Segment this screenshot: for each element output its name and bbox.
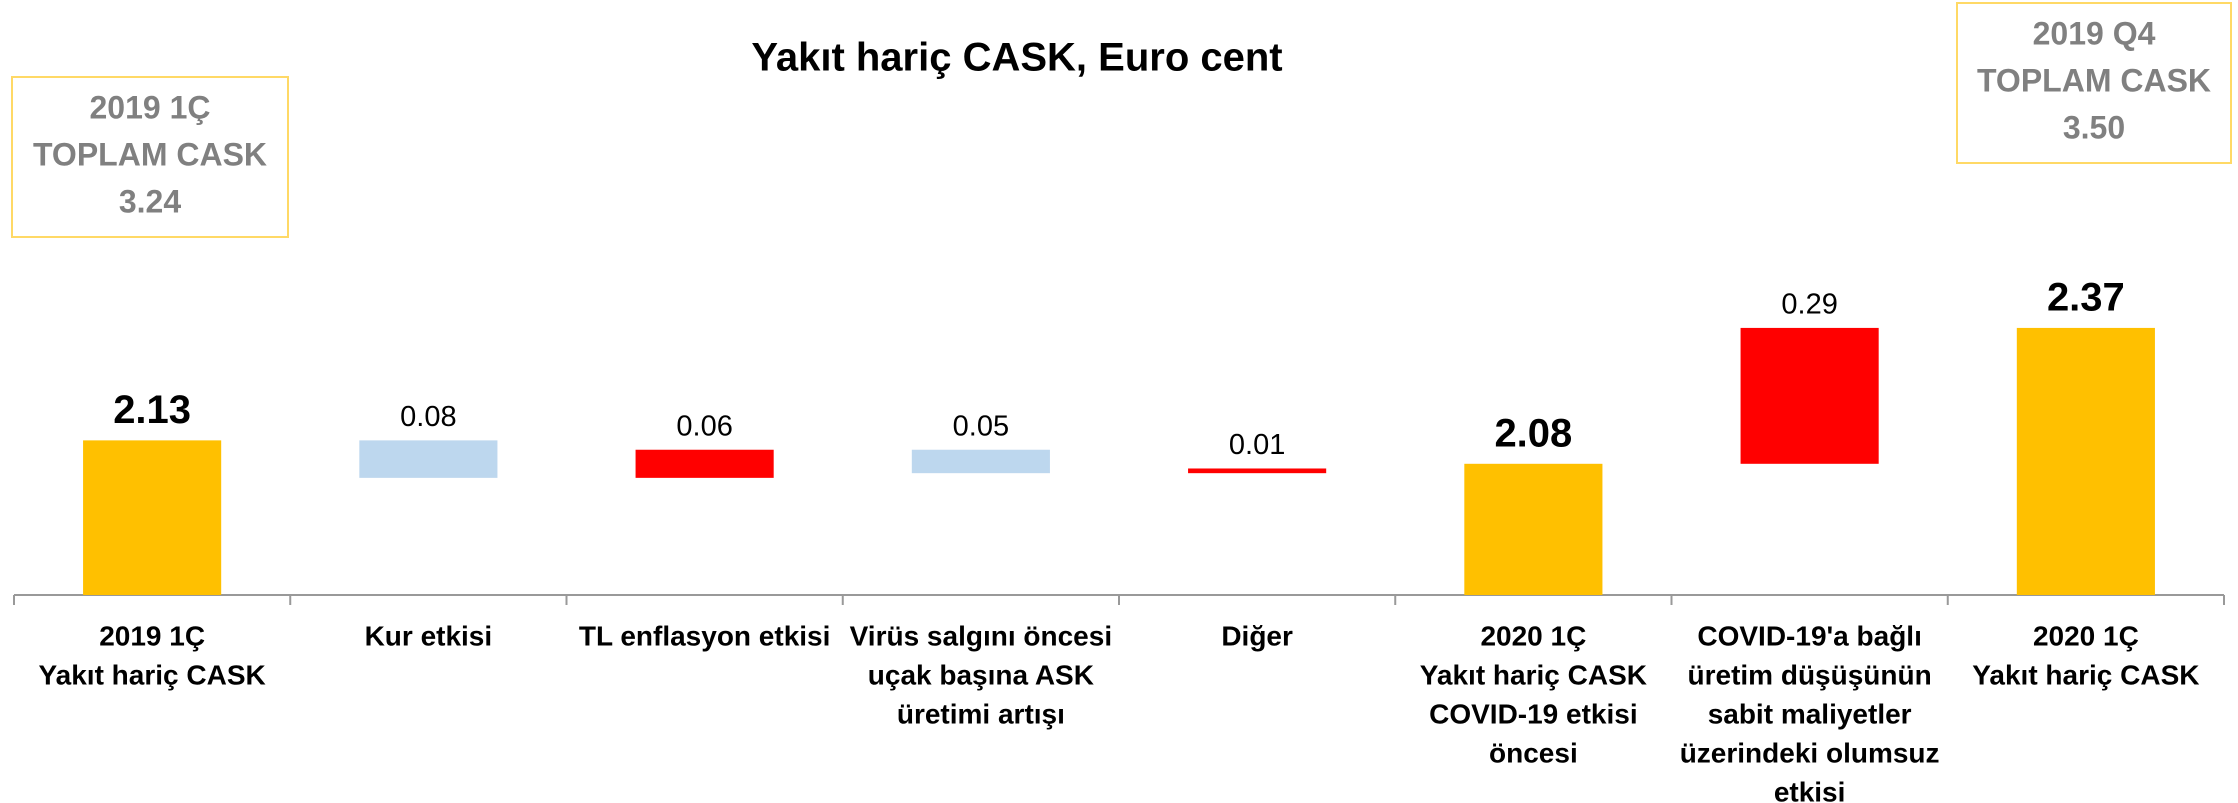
bar (83, 440, 222, 595)
x-tick-label: COVID-19 etkisi (1429, 698, 1638, 729)
x-tick-label: üzerindeki olumsuz (1680, 737, 1940, 768)
x-tick-label: Diğer (1221, 620, 1293, 651)
x-tick-label: 2019 1Ç (99, 620, 205, 651)
value-label: 2.37 (2047, 275, 2125, 319)
annotation-box (11, 76, 289, 238)
value-label: 0.08 (400, 401, 456, 433)
x-tick-label: üretimi artışı (897, 698, 1065, 729)
value-label: 0.01 (1229, 429, 1285, 461)
x-tick-label: Virüs salgını öncesi (850, 620, 1112, 651)
x-tick-label: 2020 1Ç (2033, 620, 2139, 651)
value-label: 2.08 (1494, 411, 1572, 455)
bar (911, 449, 1050, 474)
value-label: 0.05 (953, 410, 1009, 442)
value-label: 2.13 (113, 388, 191, 432)
x-tick-label: TL enflasyon etkisi (579, 620, 831, 651)
annotation-text: TOPLAM CASK (1977, 62, 2211, 98)
x-tick-label: Yakıt hariç CASK (39, 659, 266, 690)
x-tick-label: etkisi (1774, 776, 1846, 803)
chart-title: Yakıt hariç CASK, Euro cent (751, 36, 1282, 80)
value-label: 0.06 (676, 410, 732, 442)
annotation-text: 3.50 (2063, 109, 2125, 145)
bar (1188, 468, 1327, 474)
bar (359, 440, 498, 478)
value-label: 0.29 (1781, 289, 1837, 321)
x-tick-label: Yakıt hariç CASK (1972, 659, 2199, 690)
x-tick-label: üretim düşüşünün (1688, 659, 1932, 690)
annotation-text: 2019 Q4 (2033, 15, 2156, 51)
x-tick-label: uçak başına ASK (868, 659, 1094, 690)
annotation-text: TOPLAM CASK (33, 136, 267, 172)
bar (1740, 327, 1879, 464)
annotation-text: 3.24 (119, 183, 181, 219)
x-tick-label: öncesi (1489, 737, 1578, 768)
x-tick-label: Yakıt hariç CASK (1420, 659, 1647, 690)
annotation-text: 2019 1Ç (90, 89, 211, 125)
x-tick-label: 2020 1Ç (1480, 620, 1586, 651)
x-tick-label: sabit maliyetler (1708, 698, 1912, 729)
bar (635, 449, 774, 478)
bar (2016, 327, 2155, 595)
annotation-box (1956, 2, 2232, 164)
x-tick-label: COVID-19'a bağlı (1697, 620, 1922, 651)
x-tick-label: Kur etkisi (365, 620, 493, 651)
bar (1464, 463, 1603, 595)
